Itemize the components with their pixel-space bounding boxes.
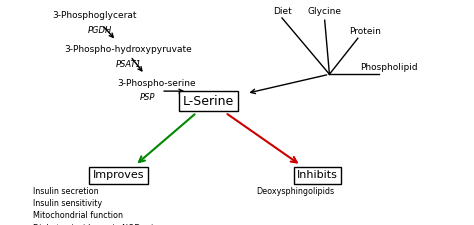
Text: PSAT1: PSAT1: [116, 60, 142, 69]
Text: Insulin secretion: Insulin secretion: [33, 187, 99, 196]
Text: Diabetes incidence in NOD mice: Diabetes incidence in NOD mice: [33, 224, 163, 225]
Text: Diet: Diet: [273, 7, 292, 16]
Text: PSP: PSP: [140, 93, 155, 102]
Text: 3-Phospho-hydroxypyruvate: 3-Phospho-hydroxypyruvate: [64, 45, 192, 54]
Text: Protein: Protein: [349, 27, 381, 36]
Text: Mitochondrial function: Mitochondrial function: [33, 212, 123, 220]
Text: PGDH: PGDH: [88, 26, 112, 35]
Text: Glycine: Glycine: [308, 7, 342, 16]
Text: L-Serine: L-Serine: [183, 95, 234, 108]
Text: Inhibits: Inhibits: [297, 171, 338, 180]
Text: Deoxysphingolipids: Deoxysphingolipids: [256, 187, 334, 196]
Text: 3-Phosphoglycerat: 3-Phosphoglycerat: [53, 11, 137, 20]
Text: 3-Phospho-serine: 3-Phospho-serine: [117, 79, 196, 88]
Text: Insulin sensitivity: Insulin sensitivity: [33, 199, 102, 208]
Text: Phospholipid: Phospholipid: [360, 63, 418, 72]
Text: Improves: Improves: [93, 171, 144, 180]
